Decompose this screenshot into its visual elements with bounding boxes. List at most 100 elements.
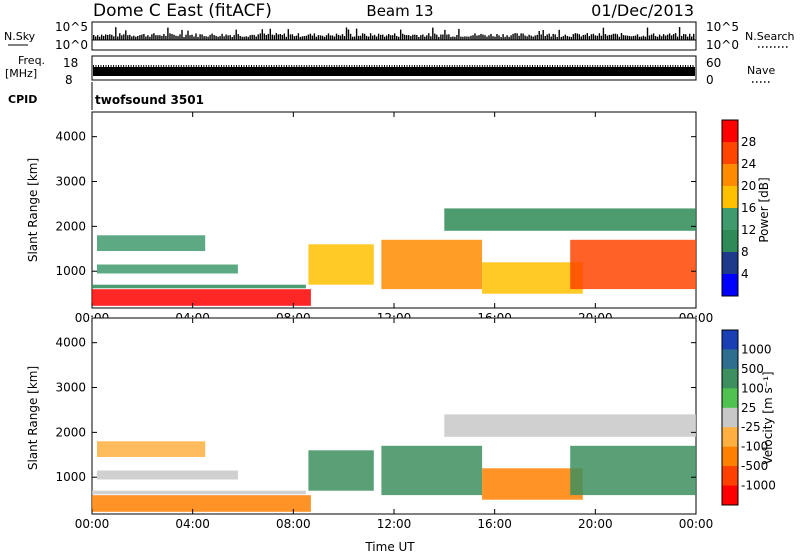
freq-tick xyxy=(328,65,330,67)
freq-tick xyxy=(346,65,348,67)
freq-tick xyxy=(384,65,385,67)
freq-tick xyxy=(251,65,252,67)
nsky-tick xyxy=(311,35,314,40)
freq-tick xyxy=(582,65,584,67)
nsky-tick xyxy=(279,34,281,40)
freq-tick xyxy=(529,65,531,67)
freq-tick xyxy=(301,65,303,67)
freq-tick xyxy=(659,65,661,67)
nsky-tick xyxy=(209,34,211,40)
nsky-tick xyxy=(594,35,597,40)
nsky-tick xyxy=(454,36,456,40)
echo-patch xyxy=(97,441,206,457)
nsky-tick xyxy=(213,35,215,40)
nsky-tick xyxy=(440,34,442,40)
freq-tick xyxy=(118,65,120,67)
nsearch-axis-top: 10^5 xyxy=(706,20,739,34)
freq-tick xyxy=(594,65,596,67)
nsky-tick xyxy=(584,34,586,40)
freq-tick xyxy=(519,65,521,67)
freq-tick xyxy=(386,65,388,67)
nsky-tick xyxy=(550,36,552,40)
freq-tick xyxy=(195,65,197,67)
nsky-tick xyxy=(438,36,440,40)
colorbar-segment xyxy=(722,407,738,428)
nsky-tick xyxy=(420,35,422,40)
freq-tick xyxy=(123,65,125,67)
echo-patch xyxy=(92,289,311,306)
nsky-tick xyxy=(115,27,117,40)
nsky-tick xyxy=(175,35,177,40)
nsky-tick xyxy=(117,36,119,40)
freq-tick xyxy=(464,65,466,67)
freq-tick xyxy=(133,65,135,67)
nsky-tick xyxy=(167,27,169,40)
freq-tick xyxy=(356,65,358,67)
nsky-tick xyxy=(460,36,462,40)
freq-tick xyxy=(220,65,222,67)
freq-tick xyxy=(113,65,115,67)
nsky-tick xyxy=(99,36,101,40)
freq-tick xyxy=(108,65,109,67)
nsky-tick xyxy=(365,35,368,40)
nsky-tick xyxy=(329,35,332,40)
freq-tick xyxy=(674,65,676,67)
nsky-tick xyxy=(648,35,651,40)
freq-tick xyxy=(128,65,130,67)
freq-tick xyxy=(680,65,681,67)
nsky-tick xyxy=(107,35,109,40)
freq-tick xyxy=(557,65,558,67)
nsky-tick xyxy=(464,36,466,40)
freq-tick xyxy=(539,65,541,67)
freq-tick xyxy=(484,65,486,67)
beam-title: Beam 13 xyxy=(366,2,433,20)
colorbar-tick-label: -1000 xyxy=(741,479,776,493)
nsky-tick xyxy=(147,35,149,40)
velocity-colorbar-label: Velocity [m s⁻¹] xyxy=(761,371,775,464)
freq-tick xyxy=(298,65,300,67)
nsky-tick xyxy=(351,36,354,40)
freq-tick xyxy=(642,65,644,67)
freq-tick xyxy=(426,65,428,67)
nsky-tick xyxy=(161,35,163,40)
nsky-tick xyxy=(139,35,141,40)
freq-tick xyxy=(286,65,288,67)
freq-tick xyxy=(474,65,476,67)
freq-tick xyxy=(170,65,172,67)
velocity-panel: 00:00 04:00 08:00 12:00 16:00 20:00 00:00 1000 2… xyxy=(55,317,713,531)
echo-patch xyxy=(97,235,206,251)
colorbar-segment xyxy=(722,164,738,187)
nsky-tick xyxy=(424,36,426,40)
nsky-tick xyxy=(233,35,235,40)
nsky-tick xyxy=(135,36,137,40)
nsky-tick xyxy=(217,36,219,40)
nave-label: Nave xyxy=(747,64,775,77)
nsky-tick xyxy=(536,34,538,40)
nsky-tick xyxy=(363,33,366,40)
nsky-tick xyxy=(187,30,189,40)
nsky-tick xyxy=(546,34,548,40)
colorbar-tick-label: 100 xyxy=(741,381,764,395)
nsky-tick xyxy=(610,34,613,40)
freq-tick xyxy=(363,65,365,67)
nsky-tick xyxy=(271,34,273,40)
freq-tick xyxy=(664,65,666,67)
freq-tick xyxy=(318,65,320,67)
echo-patch xyxy=(482,468,583,500)
freq-tick xyxy=(577,65,579,67)
nsky-tick xyxy=(361,33,364,40)
colorbar-segment xyxy=(722,446,738,467)
freq-tick xyxy=(228,65,230,67)
freq-tick xyxy=(547,65,548,67)
freq-tick xyxy=(431,65,433,67)
echo-patch xyxy=(482,262,583,294)
colorbar-segment xyxy=(722,120,738,143)
nsky-tick xyxy=(608,34,611,40)
freq-tick xyxy=(313,65,315,67)
nsearch-axis-bottom: 10^0 xyxy=(706,38,739,52)
freq-tick xyxy=(293,65,295,67)
freq-tick xyxy=(223,65,225,67)
nave-axis-top: 60 xyxy=(706,56,721,70)
freq-tick xyxy=(544,65,546,67)
freq-tick xyxy=(421,65,423,67)
